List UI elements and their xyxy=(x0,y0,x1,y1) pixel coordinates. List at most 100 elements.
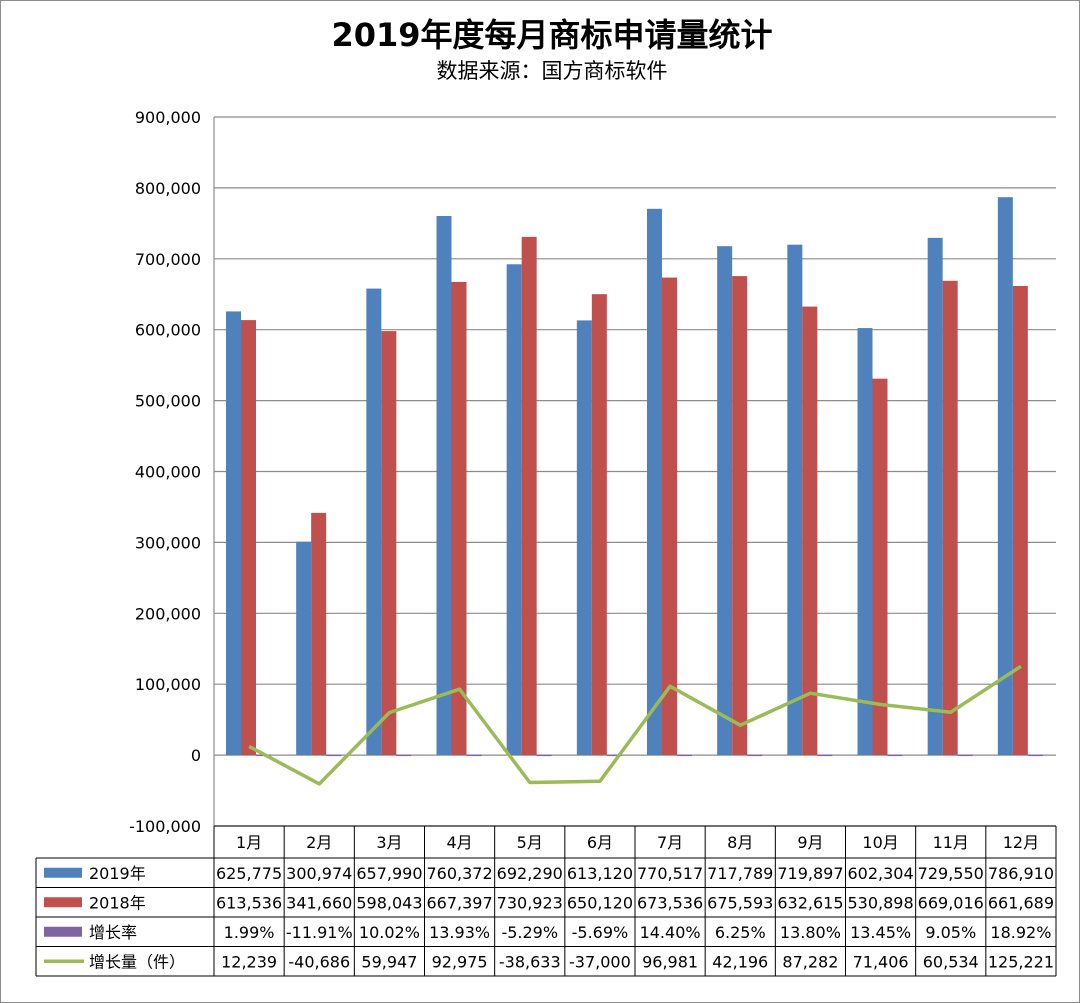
bar-增长率-9月 xyxy=(817,754,833,757)
bars xyxy=(226,197,1043,757)
category-label: 10月 xyxy=(862,833,898,852)
y-tick-label: 600,000 xyxy=(135,321,201,340)
table-cell: 786,910 xyxy=(988,864,1054,883)
table-cell: 60,534 xyxy=(923,952,979,971)
bar-2018年-5月 xyxy=(521,236,537,756)
bar-增长率-2月 xyxy=(326,754,342,757)
bar-增长率-5月 xyxy=(536,754,552,757)
y-axis: -100,000 0 100,000 200,000 300,000 400,000 500… xyxy=(129,108,215,836)
table-cell: 530,898 xyxy=(847,893,913,912)
legend-key-增长率 xyxy=(44,926,82,937)
table-cell: 625,775 xyxy=(216,864,282,883)
category-label: 1月 xyxy=(236,833,262,852)
y-tick-label: 800,000 xyxy=(135,179,201,198)
category-label: 7月 xyxy=(657,833,683,852)
table-cell: 613,536 xyxy=(216,893,282,912)
table-cell: -40,686 xyxy=(288,952,350,971)
legend-label-增长率: 增长率 xyxy=(89,923,137,942)
table-cell: 59,947 xyxy=(361,952,417,971)
table-cell: 661,689 xyxy=(988,893,1054,912)
bar-2018年-1月 xyxy=(241,320,256,756)
table-cell: 1.99% xyxy=(224,923,275,942)
table-cell: -11.91% xyxy=(286,923,353,942)
bar-2018年-2月 xyxy=(311,512,327,756)
category-label: 8月 xyxy=(727,833,753,852)
table-cell: 667,397 xyxy=(426,893,492,912)
bar-2018年-11月 xyxy=(942,280,958,756)
y-tick-label: 700,000 xyxy=(135,250,201,269)
bar-2019年-6月 xyxy=(576,320,592,756)
table-cell: 96,981 xyxy=(642,952,698,971)
bar-2019年-2月 xyxy=(296,541,312,756)
bar-增长率-10月 xyxy=(887,754,903,757)
bar-2018年-9月 xyxy=(802,306,818,756)
table-cell: 10.02% xyxy=(359,923,420,942)
category-label: 6月 xyxy=(587,833,613,852)
table-cell: 92,975 xyxy=(432,952,488,971)
y-tick-label: 500,000 xyxy=(135,392,201,411)
table-cell: 13.80% xyxy=(780,923,841,942)
bar-2019年-10月 xyxy=(857,328,873,756)
table-cell: 87,282 xyxy=(782,952,838,971)
y-tick-label: 0 xyxy=(191,746,201,765)
bar-2019年-7月 xyxy=(647,208,662,756)
y-tick-label: 400,000 xyxy=(135,463,201,482)
bar-2018年-12月 xyxy=(1012,285,1028,756)
bar-2018年-8月 xyxy=(732,276,748,756)
bar-2018年-4月 xyxy=(451,281,467,756)
category-label: 5月 xyxy=(517,833,543,852)
chart-title: 2019年度每月商标申请量统计 xyxy=(331,16,772,54)
y-tick-label: 100,000 xyxy=(135,675,201,694)
table-cell: 669,016 xyxy=(918,893,984,912)
table-cell: 71,406 xyxy=(853,952,909,971)
bar-2018年-6月 xyxy=(591,294,607,756)
table-cell: 6.25% xyxy=(715,923,766,942)
line-增长量（件） xyxy=(248,664,1022,786)
category-label: 12月 xyxy=(1003,833,1039,852)
y-tick-label: 200,000 xyxy=(135,604,201,623)
table-cell: -5.69% xyxy=(572,923,629,942)
table-cell: 300,974 xyxy=(286,864,352,883)
table-cell: -37,000 xyxy=(569,952,631,971)
category-label: 11月 xyxy=(933,833,969,852)
table-cell: 125,221 xyxy=(988,952,1054,971)
table-cell: 729,550 xyxy=(918,864,984,883)
bar-2018年-10月 xyxy=(872,378,888,756)
table-cell: 9.05% xyxy=(925,923,976,942)
table-cell: 341,660 xyxy=(286,893,352,912)
table-cell: 673,536 xyxy=(637,893,703,912)
bar-增长率-8月 xyxy=(747,754,763,757)
bar-增长率-6月 xyxy=(606,754,622,757)
category-label: 4月 xyxy=(446,833,472,852)
table-cell: -38,633 xyxy=(499,952,561,971)
bar-2019年-11月 xyxy=(927,237,943,756)
legend-key-2018年 xyxy=(44,897,82,908)
category-label: 2月 xyxy=(306,833,332,852)
table-cell: 613,120 xyxy=(567,864,633,883)
y-tick-label: 300,000 xyxy=(135,533,201,552)
chart-subtitle: 数据来源：国方商标软件 xyxy=(437,59,668,83)
data-table: 1月 2月 3月 4月 5月 6月 7月 8月 9月 10月 11月 12月 2019年 625,775 3… xyxy=(35,825,1057,977)
table-cell: 13.45% xyxy=(850,923,911,942)
table-cell: -5.29% xyxy=(501,923,558,942)
table-cell: 675,593 xyxy=(707,893,773,912)
legend-label-2019年: 2019年 xyxy=(89,864,146,883)
table-cell: 730,923 xyxy=(497,893,563,912)
table-cell: 657,990 xyxy=(356,864,422,883)
bar-增长率-12月 xyxy=(1027,754,1043,757)
bar-2019年-12月 xyxy=(997,197,1013,756)
growth-line xyxy=(248,664,1022,786)
legend-label-增长量（件）: 增长量（件） xyxy=(89,952,185,971)
bar-2018年-7月 xyxy=(662,277,677,756)
table-cell: 717,789 xyxy=(707,864,773,883)
legend-label-2018年: 2018年 xyxy=(89,893,146,912)
table-cell: 13.93% xyxy=(429,923,490,942)
table-cell: 650,120 xyxy=(567,893,633,912)
table-cell: 14.40% xyxy=(640,923,701,942)
bar-2019年-1月 xyxy=(226,311,241,756)
bar-增长率-11月 xyxy=(957,754,973,757)
table-cell: 598,043 xyxy=(356,893,422,912)
table-cell: 692,290 xyxy=(497,864,563,883)
table-cell: 719,897 xyxy=(777,864,843,883)
